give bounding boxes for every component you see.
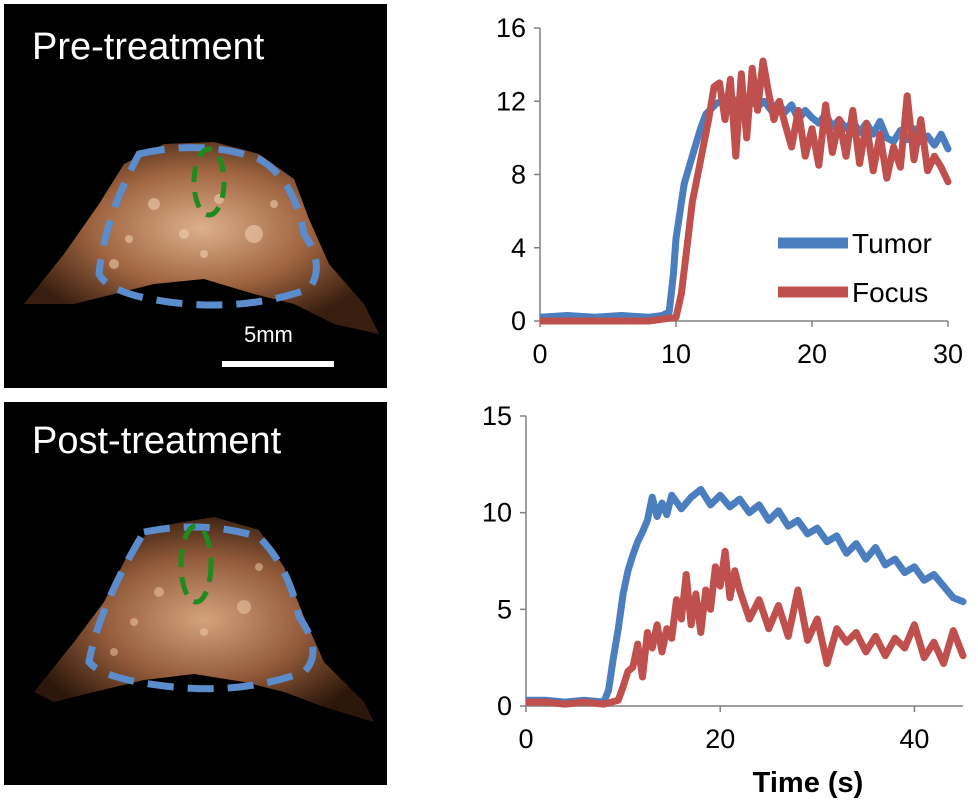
y-tick-label: 12: [496, 86, 526, 116]
x-axis-label: Time (s): [753, 767, 864, 799]
x-tick-label: 0: [532, 339, 547, 369]
series-line-focus: [540, 57, 952, 325]
tumor-outline: [85, 523, 317, 693]
series-line-tumor: [526, 486, 967, 706]
y-tick-label: 15: [482, 401, 512, 431]
x-tick-label: 0: [518, 724, 533, 754]
y-tick-label: 4: [511, 233, 526, 263]
legend-label-focus: Focus: [852, 277, 928, 308]
y-tick-label: 5: [497, 594, 512, 624]
x-tick-label: 20: [705, 724, 735, 754]
post-treatment-ultrasound-image: [34, 517, 374, 722]
y-tick-label: 10: [482, 498, 512, 528]
x-tick-label: 30: [933, 339, 963, 369]
post-treatment-label: Post-treatment: [32, 420, 282, 462]
scale-bar: [222, 361, 334, 367]
legend-label-tumor: Tumor: [852, 228, 932, 259]
scale-bar-label: 5mm: [244, 322, 293, 347]
pre-treatment-ultrasound-image: [24, 142, 379, 334]
y-tick-label: 0: [497, 691, 512, 721]
x-tick-label: 20: [797, 339, 827, 369]
post-treatment-chart: 0 5 10 15 0 20 40 Time (s): [482, 401, 967, 799]
tissue-speckle: [109, 194, 278, 269]
series-line-focus: [526, 547, 967, 708]
y-tick-label: 8: [511, 160, 526, 190]
tumor-outline: [95, 144, 320, 309]
pre-treatment-chart: 0 4 8 12 16 0 10 20 30 Tumor Focus: [496, 13, 963, 369]
pre-treatment-label: Pre-treatment: [32, 26, 265, 68]
x-tick-label: 40: [899, 724, 929, 754]
post-treatment-image-panel: Post-treatment: [4, 402, 387, 785]
focus-outline: [191, 146, 227, 218]
pre-treatment-image-panel: Pre-treatment 5mm: [4, 4, 387, 388]
y-tick-label: 0: [511, 306, 526, 336]
tissue-speckle: [110, 563, 263, 656]
tissue-region: [34, 517, 374, 722]
focus-outline: [178, 523, 214, 605]
x-tick-label: 10: [661, 339, 691, 369]
y-tick-label: 16: [496, 13, 526, 43]
